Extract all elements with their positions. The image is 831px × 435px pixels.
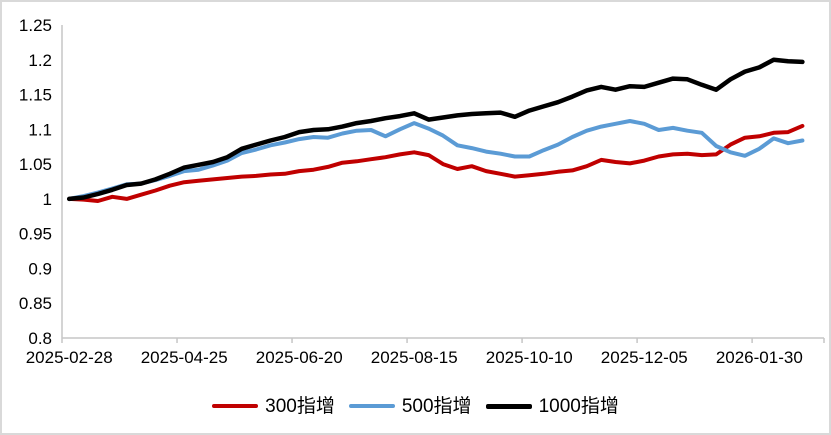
- legend-item-1000指增: 1000指增: [485, 395, 619, 417]
- legend-item-500指增: 500指增: [348, 395, 472, 417]
- legend-label: 300指增: [265, 395, 335, 417]
- x-axis-label: 2026-01-30: [716, 348, 803, 367]
- y-axis-label: 1.25: [19, 16, 52, 35]
- series-line-300指增: [67, 123, 805, 203]
- series-line-500指增: [67, 119, 805, 201]
- y-axis-label: 1.2: [28, 51, 52, 70]
- y-axis-label: 0.95: [19, 225, 52, 244]
- legend: 300指增 500指增 1000指增: [2, 392, 829, 420]
- y-axis-label: 0.9: [28, 259, 52, 278]
- x-axis-label: 2025-04-25: [141, 348, 228, 367]
- legend-label: 1000指增: [538, 395, 619, 417]
- legend-item-300指增: 300指增: [212, 397, 335, 416]
- x-axis-label: 2025-10-10: [486, 348, 573, 367]
- x-axis-label: 2025-06-20: [256, 348, 343, 367]
- series-line-1000指增: [66, 57, 805, 202]
- legend-label: 500指增: [401, 395, 472, 417]
- y-axis-label: 0.85: [19, 294, 52, 313]
- x-axis-label: 2025-08-15: [371, 348, 458, 367]
- y-axis-label: 1.15: [19, 86, 52, 105]
- x-axis-label: 2025-12-05: [601, 348, 688, 367]
- x-axis-label: 2025-02-28: [26, 348, 113, 367]
- legend-line-swatch: [485, 403, 532, 409]
- y-axis-label: 1: [43, 190, 52, 209]
- y-axis-label: 0.8: [28, 329, 52, 348]
- legend-line-swatch: [212, 404, 259, 408]
- y-axis-label: 1.05: [19, 155, 52, 174]
- y-axis-label: 1.1: [28, 120, 52, 139]
- legend-line-swatch: [348, 404, 395, 408]
